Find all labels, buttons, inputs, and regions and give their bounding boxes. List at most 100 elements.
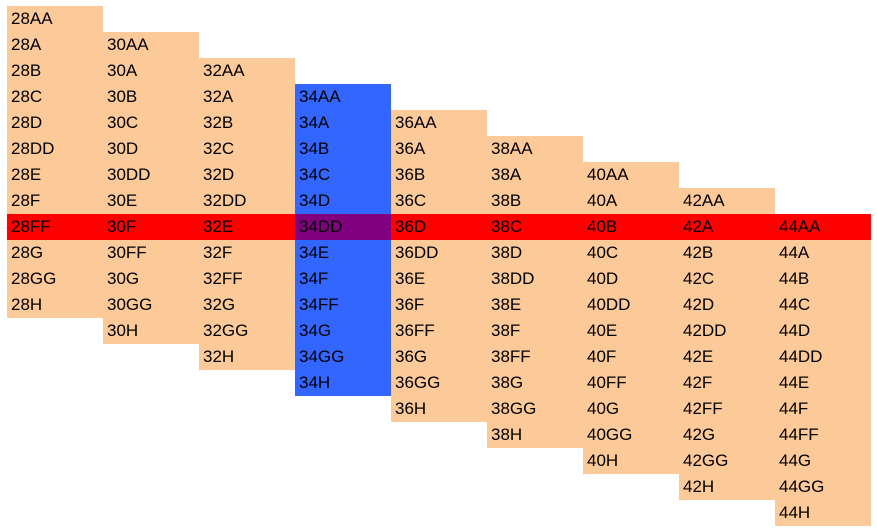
size-cell: 36DD	[391, 240, 487, 266]
size-cell: 30GG	[103, 292, 199, 318]
size-cell: 34AA	[295, 84, 391, 110]
size-cell: 42FF	[679, 396, 775, 422]
size-cell: 38E	[487, 292, 583, 318]
size-cell: 34F	[295, 266, 391, 292]
size-cell: 40G	[583, 396, 679, 422]
size-cell: 40D	[583, 266, 679, 292]
size-cell: 30H	[103, 318, 199, 344]
size-cell: 44D	[775, 318, 871, 344]
size-cell: 40H	[583, 448, 679, 474]
size-cell: 28E	[7, 162, 103, 188]
size-cell: 32E	[199, 214, 295, 240]
size-cell: 38H	[487, 422, 583, 448]
size-cell: 28FF	[7, 214, 103, 240]
size-cell: 44B	[775, 266, 871, 292]
size-cell: 30A	[103, 58, 199, 84]
size-cell: 38F	[487, 318, 583, 344]
size-cell: 38GG	[487, 396, 583, 422]
size-cell: 36H	[391, 396, 487, 422]
size-cell: 40F	[583, 344, 679, 370]
size-cell: 42C	[679, 266, 775, 292]
size-cell: 32A	[199, 84, 295, 110]
size-cell: 34G	[295, 318, 391, 344]
size-cell: 40A	[583, 188, 679, 214]
size-cell: 44FF	[775, 422, 871, 448]
size-cell: 28C	[7, 84, 103, 110]
size-cell: 44A	[775, 240, 871, 266]
size-cell: 38B	[487, 188, 583, 214]
size-cell: 36G	[391, 344, 487, 370]
size-cell: 28F	[7, 188, 103, 214]
size-cell: 38A	[487, 162, 583, 188]
size-cell: 32D	[199, 162, 295, 188]
size-cell: 36F	[391, 292, 487, 318]
size-cell: 32FF	[199, 266, 295, 292]
size-cell: 28DD	[7, 136, 103, 162]
size-cell: 28GG	[7, 266, 103, 292]
size-cell: 34D	[295, 188, 391, 214]
size-cell: 36E	[391, 266, 487, 292]
size-cell: 30G	[103, 266, 199, 292]
size-cell: 38C	[487, 214, 583, 240]
size-cell: 42GG	[679, 448, 775, 474]
size-cell: 34C	[295, 162, 391, 188]
size-cell: 34B	[295, 136, 391, 162]
size-cell: 38D	[487, 240, 583, 266]
size-cell: 40GG	[583, 422, 679, 448]
size-cell: 44F	[775, 396, 871, 422]
size-cell: 44E	[775, 370, 871, 396]
size-cell: 30F	[103, 214, 199, 240]
size-cell: 28B	[7, 58, 103, 84]
size-cell: 42G	[679, 422, 775, 448]
size-cell: 42AA	[679, 188, 775, 214]
size-cell: 32B	[199, 110, 295, 136]
size-cell: 40AA	[583, 162, 679, 188]
size-cell: 32AA	[199, 58, 295, 84]
size-cell: 42F	[679, 370, 775, 396]
size-cell: 32H	[199, 344, 295, 370]
size-cell: 30DD	[103, 162, 199, 188]
size-cell: 36FF	[391, 318, 487, 344]
size-cell: 38G	[487, 370, 583, 396]
size-cell: 28D	[7, 110, 103, 136]
size-cell: 40B	[583, 214, 679, 240]
size-cell: 30AA	[103, 32, 199, 58]
size-cell: 34DD	[295, 214, 391, 240]
size-cell: 44DD	[775, 344, 871, 370]
size-cell: 44G	[775, 448, 871, 474]
size-cell: 42DD	[679, 318, 775, 344]
size-cell: 32GG	[199, 318, 295, 344]
size-cell: 28G	[7, 240, 103, 266]
size-cell: 28A	[7, 32, 103, 58]
size-cell: 40C	[583, 240, 679, 266]
size-cell: 38AA	[487, 136, 583, 162]
size-cell: 32C	[199, 136, 295, 162]
size-cell: 32F	[199, 240, 295, 266]
size-cell: 28H	[7, 292, 103, 318]
size-cell: 30FF	[103, 240, 199, 266]
size-cell: 40DD	[583, 292, 679, 318]
size-cell: 32DD	[199, 188, 295, 214]
size-cell: 32G	[199, 292, 295, 318]
size-cell: 30C	[103, 110, 199, 136]
size-cell: 34FF	[295, 292, 391, 318]
size-cell: 34GG	[295, 344, 391, 370]
size-cell: 36B	[391, 162, 487, 188]
size-cell: 44H	[775, 500, 871, 526]
size-cell: 36GG	[391, 370, 487, 396]
size-cell: 42D	[679, 292, 775, 318]
size-cell: 36A	[391, 136, 487, 162]
size-cell: 38DD	[487, 266, 583, 292]
size-cell: 36D	[391, 214, 487, 240]
size-cell: 30B	[103, 84, 199, 110]
size-cell: 34H	[295, 370, 391, 396]
size-cell: 44C	[775, 292, 871, 318]
size-cell: 44GG	[775, 474, 871, 500]
size-cell: 42A	[679, 214, 775, 240]
size-cell: 28AA	[7, 6, 103, 32]
size-cell: 36AA	[391, 110, 487, 136]
size-cell: 42B	[679, 240, 775, 266]
size-cell: 42H	[679, 474, 775, 500]
size-cell: 30D	[103, 136, 199, 162]
